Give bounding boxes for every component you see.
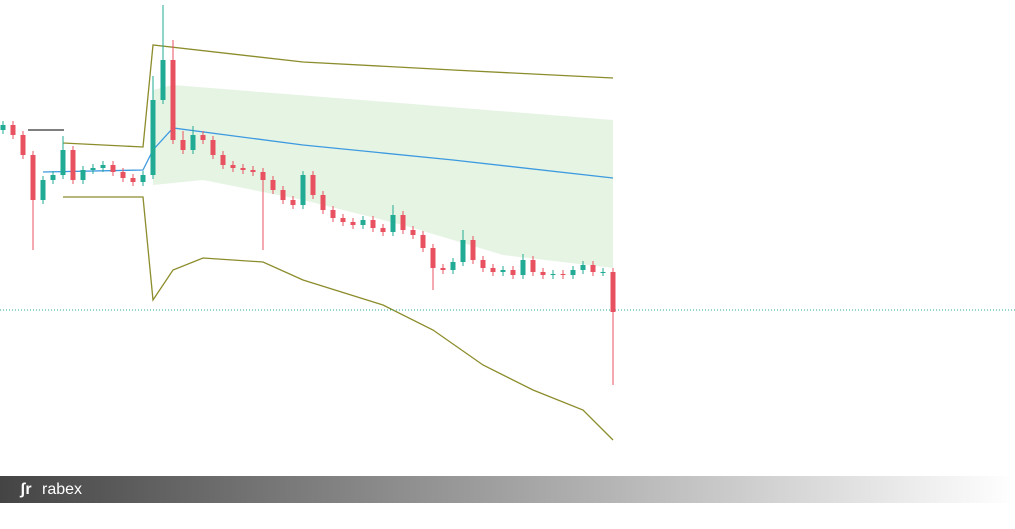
candle-body xyxy=(210,140,216,155)
candle-body xyxy=(380,228,386,232)
candle-body xyxy=(590,265,596,272)
footer-bar xyxy=(0,476,1015,503)
candle-body xyxy=(130,178,136,182)
candle-body xyxy=(370,220,376,228)
candle-body xyxy=(490,268,496,272)
brand-logo: ʃr xyxy=(19,481,32,498)
candle-body xyxy=(30,155,36,200)
candle-body xyxy=(290,200,296,205)
candle-body xyxy=(410,230,416,235)
candle-body xyxy=(350,222,356,225)
candle-body xyxy=(500,270,506,272)
candle-body xyxy=(170,60,176,140)
candle-body xyxy=(460,240,466,262)
candle-body xyxy=(610,272,616,312)
candle-body xyxy=(400,215,406,230)
candle-body xyxy=(340,218,346,222)
candle-body xyxy=(0,125,6,130)
candle-body xyxy=(110,165,116,172)
band-line xyxy=(63,196,614,441)
candle-body xyxy=(360,220,366,225)
candle-body xyxy=(50,175,56,180)
candle-body xyxy=(320,195,326,210)
candle-body xyxy=(270,180,276,190)
candle-body xyxy=(330,210,336,218)
candle-body xyxy=(180,140,186,150)
candle-body xyxy=(250,170,256,172)
candle-body xyxy=(90,168,96,170)
candle-body xyxy=(540,272,546,275)
candle-body xyxy=(450,262,456,270)
candle-body xyxy=(230,165,236,168)
candle-body xyxy=(140,175,146,182)
candle-body xyxy=(510,270,516,275)
band-line xyxy=(62,44,614,148)
candle-body xyxy=(20,135,26,155)
candle-body xyxy=(440,268,446,270)
candle-body xyxy=(240,168,246,170)
candle-body xyxy=(80,170,86,180)
candle-body xyxy=(560,274,566,275)
band-area xyxy=(153,85,613,268)
candle-body xyxy=(390,215,396,232)
candle-body xyxy=(60,150,66,175)
candle-body xyxy=(120,172,126,178)
candle-body xyxy=(570,270,576,275)
candle-body xyxy=(580,265,586,270)
candle-body xyxy=(260,172,266,180)
candle-body xyxy=(220,155,226,165)
candle-body xyxy=(190,135,196,150)
candle-body xyxy=(300,175,306,205)
candle-body xyxy=(600,272,606,273)
candle-body xyxy=(100,165,106,168)
candle-body xyxy=(310,175,316,195)
candle-body xyxy=(160,60,166,100)
candle-body xyxy=(480,260,486,268)
plot-area xyxy=(0,5,1015,441)
candle-body xyxy=(10,125,16,135)
candle-body xyxy=(420,235,426,248)
candle-body xyxy=(70,150,76,180)
candle-body xyxy=(550,274,556,275)
candle-body xyxy=(530,260,536,272)
candle-body xyxy=(430,248,436,268)
candle-body xyxy=(520,260,526,275)
candle-body xyxy=(200,135,206,140)
brand: rabex xyxy=(42,481,82,498)
candle-body xyxy=(40,180,46,200)
candle-body xyxy=(280,190,286,200)
candle-body xyxy=(470,240,476,260)
candle-body xyxy=(150,100,156,175)
